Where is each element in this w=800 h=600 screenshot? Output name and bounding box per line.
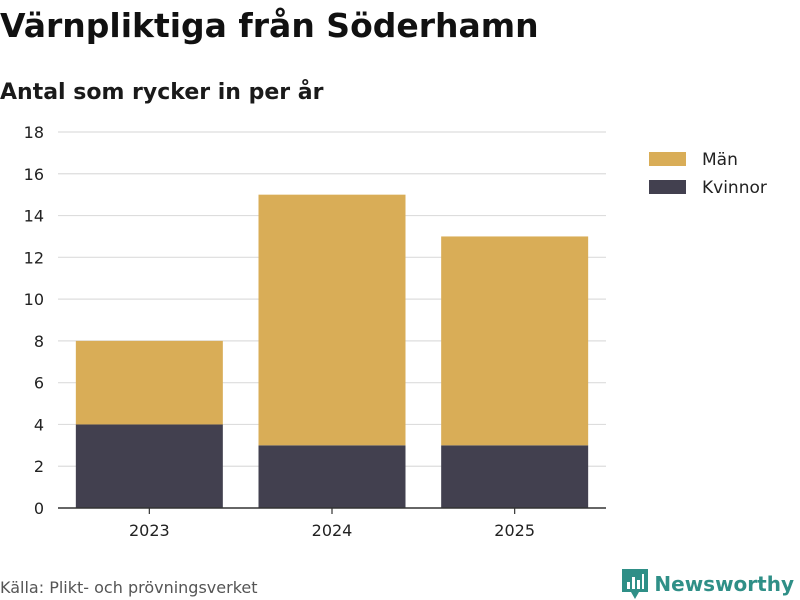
y-tick-label: 6 — [34, 374, 44, 393]
chart-title: Värnpliktiga från Söderhamn — [0, 6, 539, 45]
chart-subtitle: Antal som rycker in per år — [0, 80, 324, 105]
newsworthy-logo-icon — [622, 569, 649, 599]
x-tick-label: 2023 — [129, 521, 170, 540]
legend-label: Män — [702, 150, 738, 170]
brand-logo[interactable]: Newsworthy — [622, 569, 794, 599]
x-tick-label: 2025 — [494, 521, 535, 540]
brand-name: Newsworthy — [654, 572, 794, 596]
legend-swatch-män — [649, 152, 686, 166]
y-tick-label: 0 — [34, 499, 44, 518]
y-tick-label: 10 — [24, 290, 44, 309]
y-tick-label: 18 — [24, 123, 44, 142]
y-tick-label: 4 — [34, 415, 44, 434]
y-tick-label: 8 — [34, 332, 44, 351]
y-tick-label: 16 — [24, 165, 44, 184]
legend-label: Kvinnor — [702, 178, 767, 198]
x-tick-label: 2024 — [312, 521, 353, 540]
y-tick-label: 14 — [24, 207, 44, 226]
x-axis: 2023 2024 2025 — [58, 507, 606, 540]
bar-kvinnor-2024 — [258, 445, 406, 508]
y-tick-label: 12 — [24, 248, 44, 267]
bars — [75, 194, 589, 508]
bar-kvinnor-2023 — [75, 424, 223, 508]
bar-män-2024 — [258, 194, 406, 446]
source-note: Källa: Plikt- och prövningsverket — [0, 578, 258, 597]
y-axis-ticks: 0 2 4 6 8 10 12 14 16 18 — [24, 123, 44, 518]
bar-män-2023 — [75, 340, 223, 425]
legend-swatch-kvinnor — [649, 180, 686, 194]
legend: Män Kvinnor — [649, 150, 767, 198]
y-tick-label: 2 — [34, 457, 44, 476]
bar-män-2025 — [441, 236, 589, 446]
bar-kvinnor-2025 — [441, 445, 589, 508]
